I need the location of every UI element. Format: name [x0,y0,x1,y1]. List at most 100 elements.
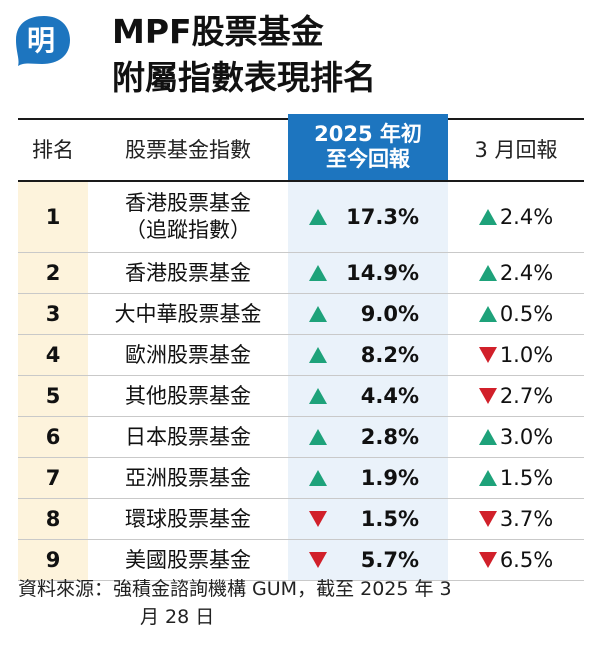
ytd-cell: 2.8% [288,417,448,457]
rank-cell: 8 [18,499,88,539]
header-ytd-line1: 2025 年初 [314,122,422,146]
ytd-cell: 17.3% [288,182,448,252]
header-march: 3 月回報 [474,138,558,162]
header-rank: 排名 [32,138,74,162]
march-cell: 2.7% [448,376,584,416]
table-header-rule [18,180,584,182]
table-row: 3 大中華股票基金 9.0% 0.5% [18,294,584,335]
fund-name: 其他股票基金 [125,383,251,408]
fund-name: 環球股票基金 [125,506,251,531]
ytd-cell: 8.2% [288,335,448,375]
march-cell: 2.4% [448,253,584,293]
ytd-value: 1.5% [360,507,419,531]
ytd-value: 9.0% [360,302,419,326]
up-triangle-icon [309,306,327,322]
fund-name-cell: 歐洲股票基金 [88,335,288,375]
rank-cell: 5 [18,376,88,416]
march-cell: 1.0% [448,335,584,375]
march-value: 1.0% [499,343,554,367]
up-triangle-icon [478,265,497,281]
rank-cell: 9 [18,540,88,580]
fund-name: 大中華股票基金 [114,301,262,326]
up-triangle-icon [309,470,327,486]
ming-pao-logo: 明 [16,16,70,66]
fund-name-cell: 環球股票基金 [88,499,288,539]
march-cell: 2.4% [448,182,584,252]
ytd-value: 5.7% [360,548,419,572]
down-triangle-icon [478,388,497,404]
up-triangle-icon [478,429,497,445]
march-value: 0.5% [499,302,554,326]
table-row: 6 日本股票基金 2.8% 3.0% [18,417,584,458]
march-cell: 3.0% [448,417,584,457]
title-line-2: 附屬指數表現排名 [112,58,376,97]
header: 明 MPF股票基金 附屬指數表現排名 [0,0,600,112]
source-line2: 月 28 日 [140,606,215,628]
rank-cell: 6 [18,417,88,457]
march-value: 2.7% [499,384,554,408]
fund-name-cell: 亞洲股票基金 [88,458,288,498]
fund-name: 歐洲股票基金 [125,342,251,367]
march-cell: 6.5% [448,540,584,580]
ytd-cell: 1.9% [288,458,448,498]
march-value: 3.7% [499,507,554,531]
table-header: 排名 股票基金指數 2025 年初 至今回報 3 月回報 [18,114,584,180]
ranking-table: 排名 股票基金指數 2025 年初 至今回報 3 月回報 1 香港股票基金 （追蹤指… [18,114,584,581]
down-triangle-icon [309,511,327,527]
down-triangle-icon [309,552,327,568]
source-line1: 資料來源：強積金諮詢機構 GUM，截至 2025 年 3 [18,578,452,600]
march-value: 3.0% [499,425,554,449]
up-triangle-icon [309,265,327,281]
table-row: 9 美國股票基金 5.7% 6.5% [18,540,584,581]
table-row: 4 歐洲股票基金 8.2% 1.0% [18,335,584,376]
table-row: 5 其他股票基金 4.4% 2.7% [18,376,584,417]
rank-cell: 2 [18,253,88,293]
march-value: 1.5% [499,466,554,490]
march-value: 2.4% [499,205,554,229]
ytd-value: 2.8% [360,425,419,449]
down-triangle-icon [478,347,497,363]
ytd-value: 14.9% [346,261,419,285]
up-triangle-icon [309,388,327,404]
march-value: 6.5% [499,548,554,572]
ytd-value: 17.3% [346,205,419,229]
table-row: 1 香港股票基金 （追蹤指數） 17.3% 2.4% [18,182,584,253]
header-ytd: 2025 年初 至今回報 [288,114,448,180]
ytd-value: 1.9% [360,466,419,490]
march-value: 2.4% [499,261,554,285]
ytd-cell: 5.7% [288,540,448,580]
fund-name-cell: 其他股票基金 [88,376,288,416]
table-body: 1 香港股票基金 （追蹤指數） 17.3% 2.4% 2 香港股票基金 14.9% 2.4% 3 大… [18,182,584,581]
ytd-value: 8.2% [360,343,419,367]
up-triangle-icon [478,306,497,322]
table-row: 7 亞洲股票基金 1.9% 1.5% [18,458,584,499]
table-row: 8 環球股票基金 1.5% 3.7% [18,499,584,540]
down-triangle-icon [478,552,497,568]
fund-name-cell: 大中華股票基金 [88,294,288,334]
rank-cell: 3 [18,294,88,334]
fund-name: 亞洲股票基金 [125,465,251,490]
fund-name: 日本股票基金 [125,424,251,449]
ytd-value: 4.4% [360,384,419,408]
title-line-1: MPF股票基金 [112,12,324,51]
rank-cell: 7 [18,458,88,498]
fund-name: 美國股票基金 [125,547,251,572]
up-triangle-icon [309,347,327,363]
down-triangle-icon [478,511,497,527]
fund-name: 香港股票基金 [125,191,251,215]
up-triangle-icon [478,209,497,225]
fund-name-cell: 香港股票基金 [88,253,288,293]
fund-name-cell: 香港股票基金 （追蹤指數） [88,182,288,252]
up-triangle-icon [478,470,497,486]
header-ytd-line2: 至今回報 [326,147,410,171]
rank-cell: 4 [18,335,88,375]
ytd-cell: 4.4% [288,376,448,416]
ytd-cell: 1.5% [288,499,448,539]
logo-char: 明 [27,24,55,57]
source-note: 資料來源：強積金諮詢機構 GUM，截至 2025 年 3 月 28 日 [18,575,584,631]
rank-cell: 1 [18,182,88,252]
up-triangle-icon [309,429,327,445]
header-name: 股票基金指數 [125,138,251,162]
fund-name: 香港股票基金 [125,260,251,285]
march-cell: 3.7% [448,499,584,539]
